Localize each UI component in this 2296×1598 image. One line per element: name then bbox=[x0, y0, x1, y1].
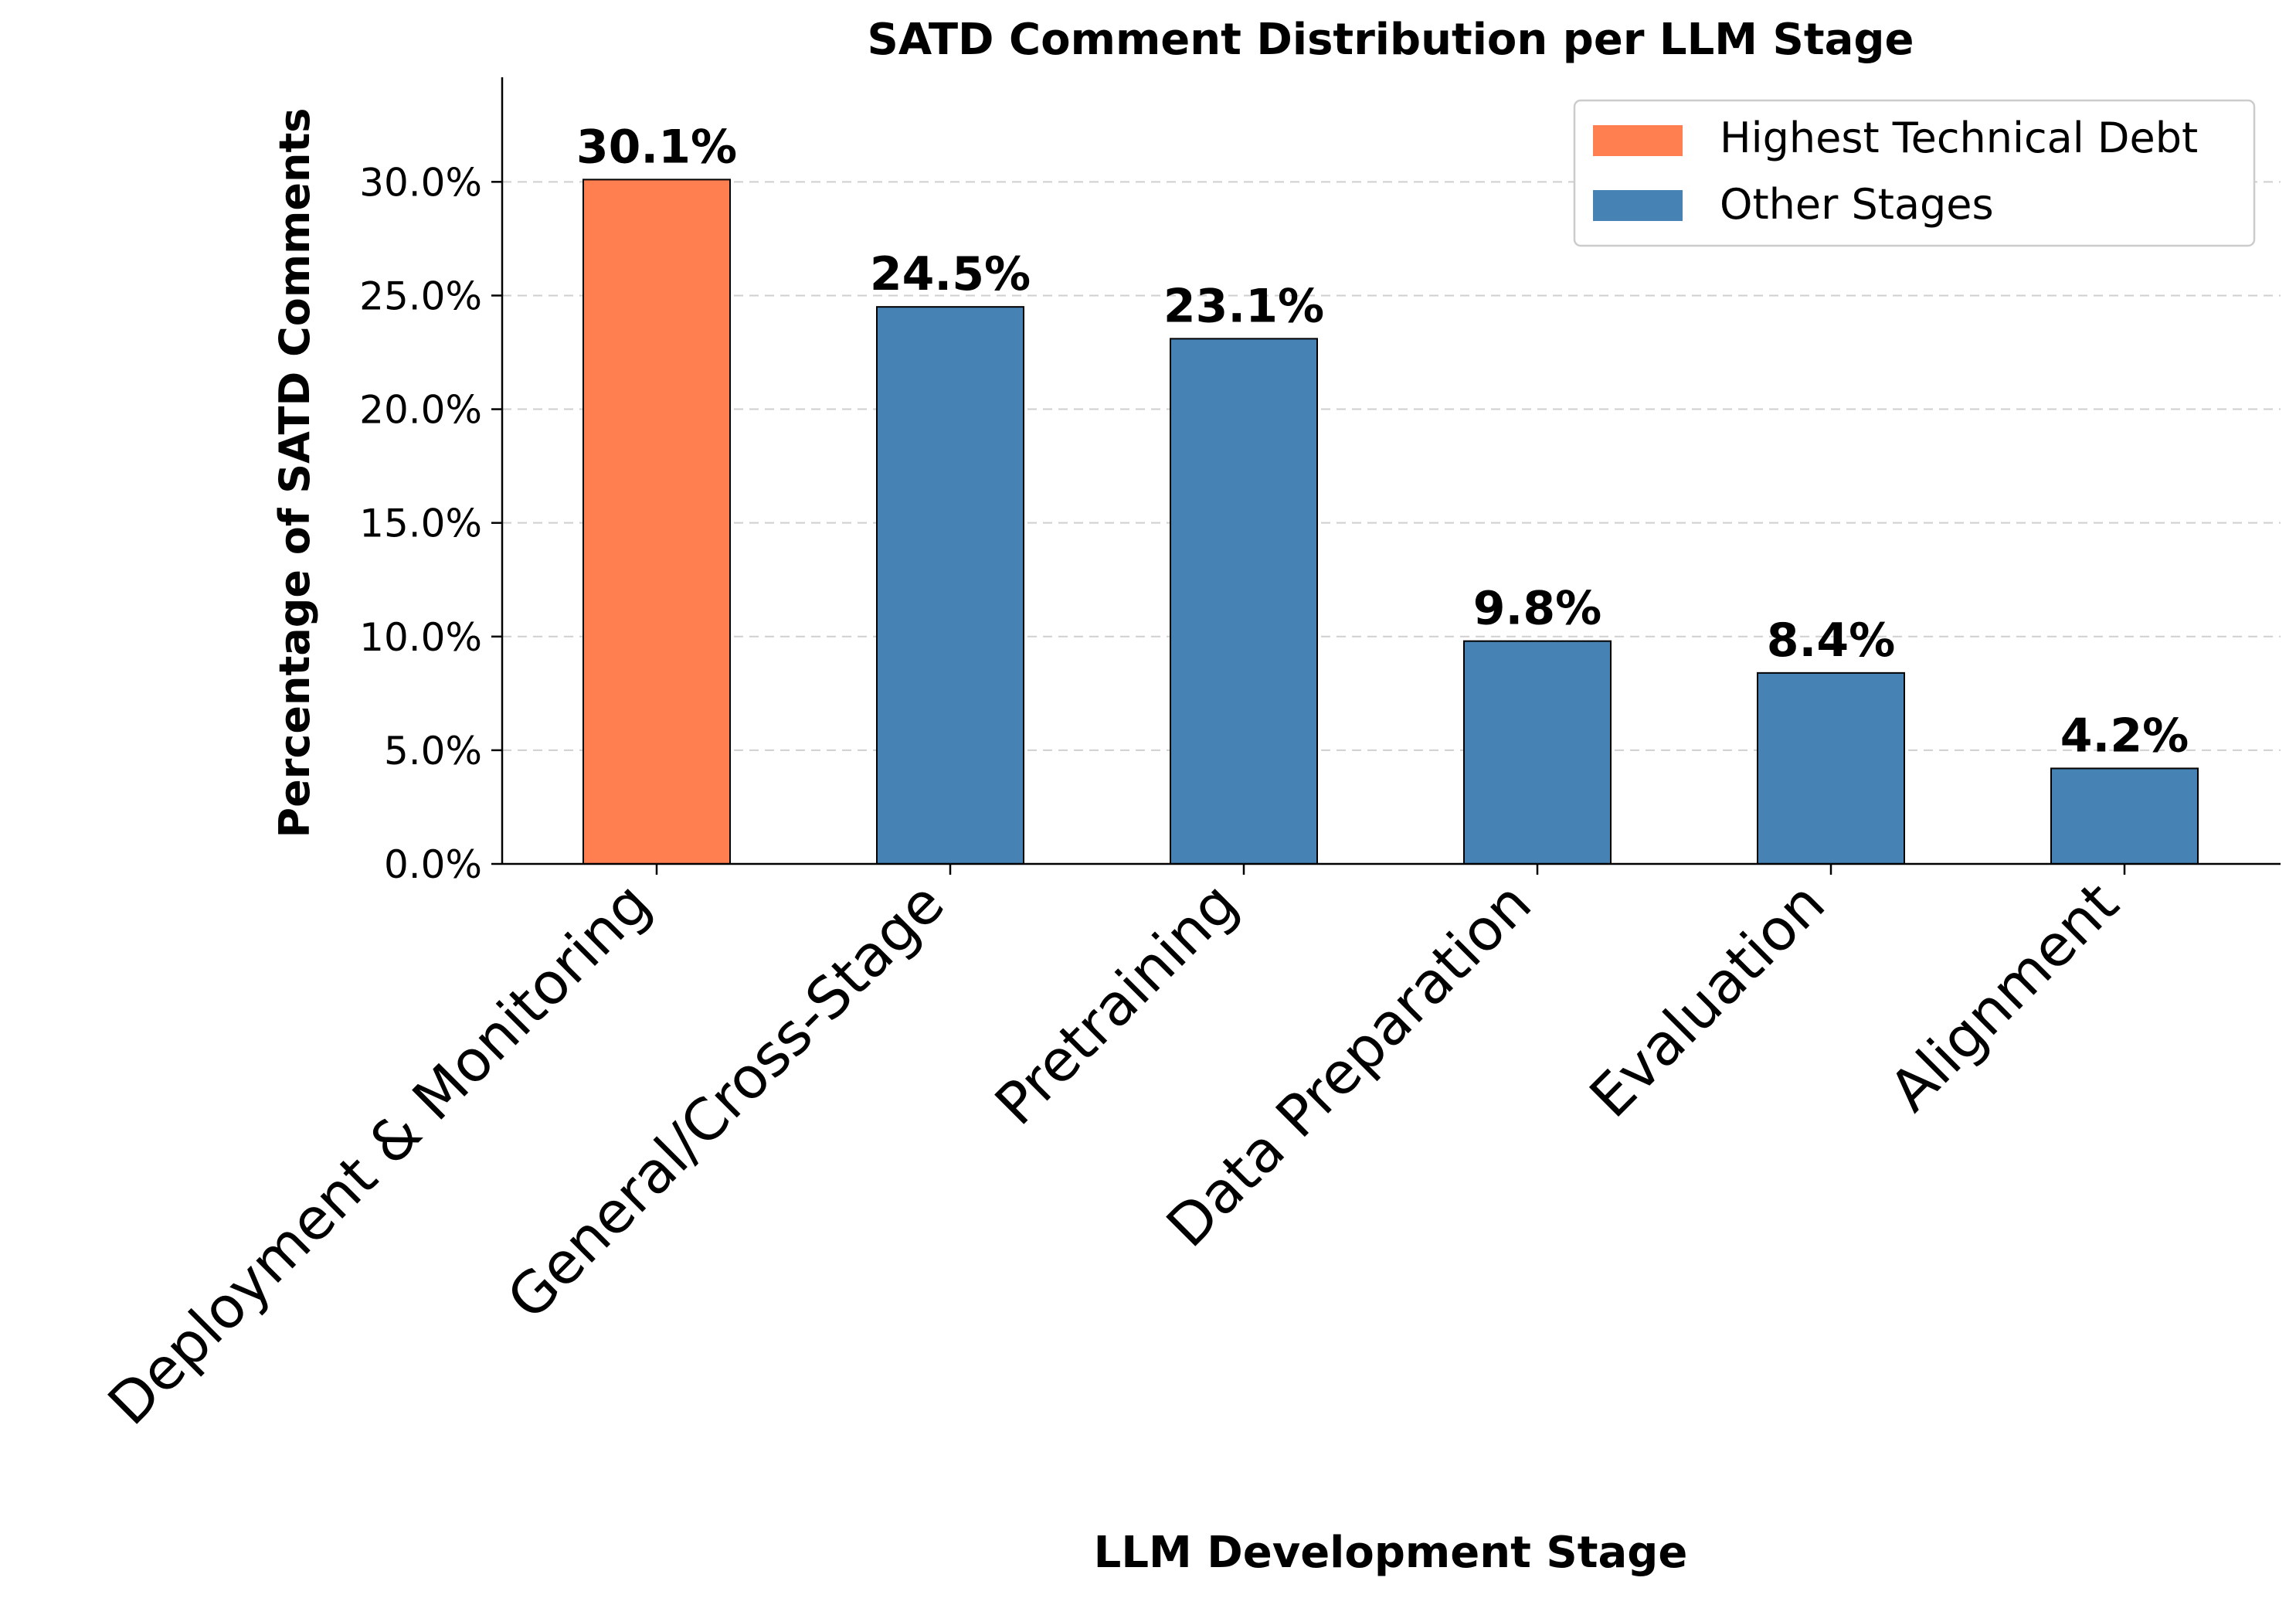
y-tick-label: 20.0% bbox=[359, 388, 482, 433]
legend: Highest Technical Debt Other Stages bbox=[1573, 99, 2256, 247]
y-tick-label: 0.0% bbox=[384, 842, 482, 887]
x-tick-label: Deployment & Monitoring bbox=[96, 870, 664, 1438]
chart-title: SATD Comment Distribution per LLM Stage bbox=[868, 15, 1914, 65]
y-ticks: 0.0% 5.0% 10.0% 15.0% 20.0% 25.0% 30.0% bbox=[359, 160, 502, 887]
y-tick-label: 5.0% bbox=[384, 729, 482, 774]
x-axis-label: LLM Development Stage bbox=[1094, 1528, 1688, 1578]
bar-value-label: 9.8% bbox=[1473, 582, 1601, 636]
bar-data-preparation bbox=[1463, 640, 1612, 865]
bars bbox=[582, 178, 2199, 865]
legend-swatch-other bbox=[1593, 190, 1683, 221]
legend-swatch-highest bbox=[1593, 125, 1683, 156]
legend-label-other: Other Stages bbox=[1720, 180, 1994, 229]
bar-value-label: 23.1% bbox=[1163, 279, 1324, 333]
y-tick-label: 15.0% bbox=[359, 502, 482, 546]
bar-deployment-monitoring bbox=[582, 178, 731, 865]
bar-evaluation bbox=[1757, 672, 1905, 865]
x-tick-label: Evaluation bbox=[1578, 870, 1838, 1130]
bar-value-label: 8.4% bbox=[1767, 614, 1895, 668]
x-tick-label: Pretraining bbox=[983, 870, 1251, 1138]
y-tick-label: 25.0% bbox=[359, 274, 482, 318]
axes bbox=[501, 77, 2281, 865]
x-ticks: Deployment & MonitoringGeneral/Cross-Sta… bbox=[96, 864, 2131, 1438]
legend-label-highest: Highest Technical Debt bbox=[1720, 114, 2198, 162]
y-tick-label: 10.0% bbox=[359, 615, 482, 660]
grid-lines bbox=[502, 181, 2281, 751]
y-tick-label: 30.0% bbox=[359, 160, 482, 205]
bar-value-label: 4.2% bbox=[2060, 709, 2189, 763]
bar-value-label: 30.1% bbox=[576, 120, 737, 174]
legend-frame bbox=[1573, 99, 2256, 247]
x-tick-label: Alignment bbox=[1877, 870, 2131, 1124]
bar-general-cross-stage bbox=[876, 306, 1024, 865]
bar-pretraining bbox=[1170, 338, 1318, 865]
y-axis-label: Percentage of SATD Comments bbox=[270, 108, 319, 838]
bar-alignment bbox=[2050, 767, 2199, 865]
value-labels: 30.1% 24.5% 23.1% 9.8% 8.4% 4.2% bbox=[576, 120, 2189, 763]
bar-value-label: 24.5% bbox=[870, 247, 1031, 301]
